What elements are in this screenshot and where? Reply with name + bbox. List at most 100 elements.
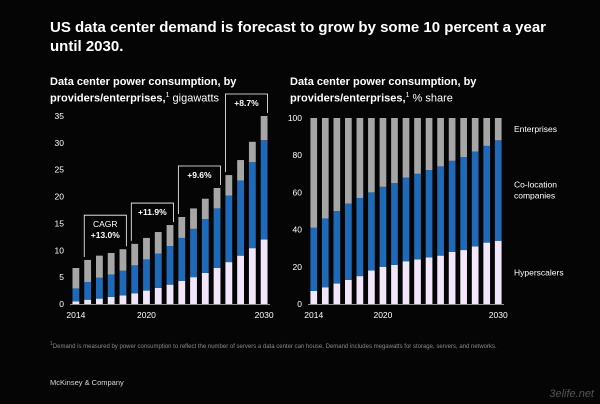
left-cagr-bracket-3 — [177, 165, 221, 214]
right-bar-enterprises-2022 — [402, 118, 410, 178]
left-chart-title: Data center power consumption, by provid… — [50, 76, 280, 106]
right-bar-hyperscalers-2017 — [345, 279, 352, 304]
right-bar-hyperscalers-2028 — [471, 246, 479, 304]
left-bar-co-location-companies-2021 — [154, 253, 162, 288]
right-bar-enterprises-2023 — [414, 118, 421, 174]
right-bar-co-location-companies-2026 — [448, 160, 456, 252]
left-cagr-bracket-1 — [83, 214, 127, 257]
left-bar-co-location-companies-2014 — [72, 288, 80, 302]
left-bar-enterprises-2018 — [119, 249, 127, 271]
right-bar-enterprises-2030 — [494, 118, 502, 141]
right-y-tick-label: 80 — [293, 150, 303, 160]
left-x-tick-label-2020: 2020 — [137, 310, 156, 320]
right-bar-co-location-companies-2018 — [356, 197, 364, 277]
right-chart-title-unit: % share — [412, 92, 453, 105]
left-y-tick-label: 30 — [55, 138, 65, 148]
right-bar-enterprises-2029 — [483, 118, 491, 146]
right-bar-enterprises-2021 — [391, 118, 398, 184]
left-cagr-value-1: +13.0% — [91, 230, 121, 240]
right-bar-co-location-companies-2015 — [321, 218, 329, 288]
right-bar-enterprises-2019 — [368, 118, 375, 193]
right-bar-hyperscalers-2022 — [402, 261, 410, 304]
left-bar-hyperscalers-2025 — [201, 272, 209, 304]
left-y-tick-label: 0 — [59, 299, 64, 309]
right-x-tick-label-2014: 2014 — [304, 310, 323, 320]
right-chart-title-marker: 1 — [405, 92, 410, 99]
left-cagr-value-4: +8.7% — [234, 98, 259, 108]
left-chart-title-marker: 1 — [165, 92, 170, 99]
right-bar-co-location-companies-2022 — [402, 177, 410, 262]
right-y-tick-label: 20 — [293, 262, 303, 272]
left-bar-hyperscalers-2024 — [190, 277, 197, 304]
left-chart-title-bold: Data center power consumption, by provid… — [50, 76, 237, 105]
right-bar-co-location-companies-2029 — [483, 145, 491, 243]
right-bar-co-location-companies-2024 — [425, 170, 433, 258]
left-bar-co-location-companies-2020 — [143, 259, 150, 291]
left-bar-co-location-companies-2017 — [107, 274, 115, 298]
left-x-tick-label-2014: 2014 — [66, 310, 85, 320]
footnote: 1Demand is measured by power consumption… — [50, 340, 560, 351]
left-bar-co-location-companies-2022 — [166, 245, 174, 285]
right-bar-hyperscalers-2020 — [379, 266, 387, 304]
left-bar-hyperscalers-2029 — [248, 248, 256, 304]
left-bar-co-location-companies-2028 — [237, 180, 244, 256]
right-stacked-bar-chart: 0 20 40 60 80 100 2014 2020 2030 Hyperscalers Co-l… — [288, 113, 564, 320]
left-bar-enterprises-2022 — [166, 225, 174, 246]
left-bar-hyperscalers-2018 — [119, 295, 127, 304]
right-bar-enterprises-2026 — [448, 118, 456, 161]
left-y-tick-label: 20 — [55, 192, 65, 202]
left-bar-co-location-companies-2016 — [96, 277, 103, 299]
left-bar-co-location-companies-2025 — [201, 219, 209, 273]
left-bar-enterprises-2023 — [178, 216, 186, 238]
page-title: US data center demand is forecast to gro… — [50, 19, 547, 55]
left-cagr-value-2: +11.9% — [138, 207, 167, 217]
right-bar-hyperscalers-2030 — [494, 240, 502, 304]
left-y-tick-label: 15 — [55, 218, 65, 228]
right-bar-enterprises-2018 — [356, 118, 364, 198]
right-chart-title-bold: Data center power consumption, by provid… — [290, 76, 477, 105]
left-bar-enterprises-2026 — [213, 187, 221, 209]
right-bar-co-location-companies-2014 — [310, 227, 318, 291]
left-bar-co-location-companies-2019 — [131, 265, 139, 294]
left-bar-enterprises-2019 — [131, 243, 139, 266]
left-bar-enterprises-2030 — [260, 116, 268, 141]
left-bar-co-location-companies-2027 — [225, 195, 233, 263]
left-bar-hyperscalers-2014 — [72, 301, 80, 304]
right-bar-enterprises-2028 — [471, 118, 479, 152]
watermark: 3elife.net — [549, 388, 594, 400]
right-bar-co-location-companies-2023 — [414, 173, 421, 260]
right-bar-enterprises-2025 — [437, 118, 444, 167]
left-bar-co-location-companies-2029 — [248, 162, 256, 249]
left-bar-enterprises-2017 — [107, 252, 115, 275]
left-bar-hyperscalers-2019 — [131, 293, 139, 304]
right-y-tick-label: 0 — [297, 299, 302, 309]
left-bar-hyperscalers-2016 — [96, 298, 103, 304]
right-series-label-enterprises: Enterprises — [514, 124, 557, 134]
left-bar-hyperscalers-2023 — [178, 280, 186, 304]
left-bar-co-location-companies-2026 — [213, 208, 221, 269]
left-bar-enterprises-2016 — [96, 255, 103, 278]
right-bar-enterprises-2014 — [310, 118, 318, 228]
right-x-tick-label-2030: 2030 — [489, 310, 508, 320]
left-bar-enterprises-2021 — [154, 232, 162, 254]
footnote-marker: 1 — [50, 341, 53, 347]
right-bar-enterprises-2020 — [379, 118, 387, 187]
left-cagr-label: CAGR — [93, 219, 118, 229]
right-series-label-hyperscalers: Hyperscalers — [514, 267, 564, 277]
left-bar-co-location-companies-2030 — [260, 140, 268, 240]
right-bar-hyperscalers-2019 — [368, 270, 375, 304]
right-bar-enterprises-2027 — [460, 118, 467, 158]
left-bar-enterprises-2027 — [225, 175, 233, 196]
left-cagr-value-3: +9.6% — [187, 170, 212, 180]
left-bar-hyperscalers-2021 — [154, 287, 162, 304]
left-bar-enterprises-2028 — [237, 160, 244, 181]
left-bar-enterprises-2024 — [190, 208, 197, 229]
right-bar-co-location-companies-2019 — [368, 192, 375, 271]
right-bar-enterprises-2016 — [333, 118, 341, 211]
right-bar-hyperscalers-2015 — [321, 287, 329, 304]
left-bar-hyperscalers-2027 — [225, 262, 233, 304]
right-bar-enterprises-2024 — [425, 118, 433, 171]
right-bar-co-location-companies-2030 — [494, 140, 502, 241]
left-bar-hyperscalers-2030 — [260, 239, 268, 304]
right-chart-title: Data center power consumption, by provid… — [290, 76, 540, 106]
